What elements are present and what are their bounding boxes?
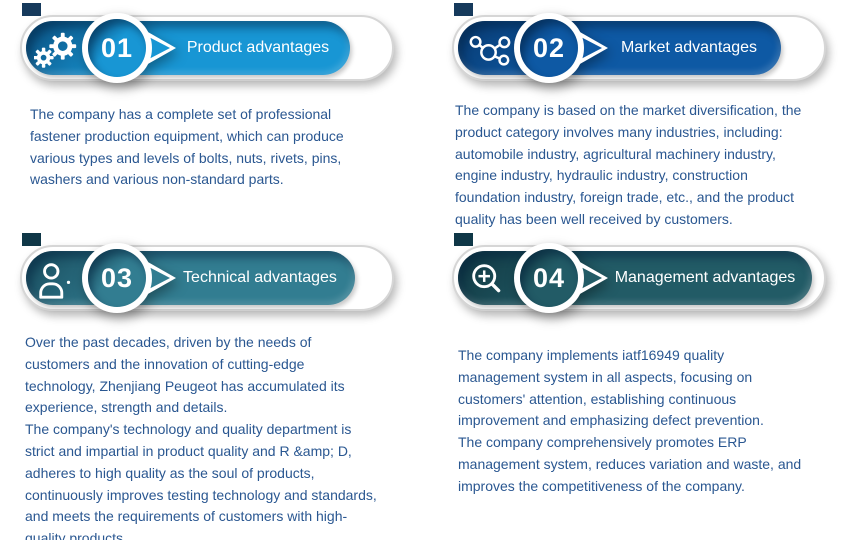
text-line: various types and levels of bolts, nuts,… — [30, 149, 342, 166]
badge-number: 01 — [100, 32, 134, 63]
badge-circle: 03 — [88, 249, 146, 307]
advantage-card-product: 01 Product advantages The company has a … — [0, 0, 432, 230]
header-pill: 01 Product advantages — [20, 13, 394, 83]
text-line: automobile industry, agricultural machin… — [455, 145, 776, 162]
magnifier-plus-icon — [472, 264, 501, 293]
text-line: customers and the innovation of cutting-… — [25, 355, 305, 372]
corner-decoration — [454, 233, 473, 246]
text-line: strict and impartial in product quality … — [25, 442, 352, 459]
badge-number: 02 — [532, 32, 566, 63]
text-line: experience, strength and details. — [25, 399, 228, 416]
badge-number: 04 — [532, 262, 566, 293]
text-line: The company implements iatf16949 quality — [458, 347, 725, 363]
text-line: The company's technology and quality dep… — [25, 421, 352, 438]
text-line: continuously improves testing technology… — [25, 486, 377, 503]
text-line: customers' attention, establishing conti… — [458, 390, 737, 407]
advantage-card-management: 04 Management advantages The company imp… — [432, 230, 864, 540]
text-line: management system in all aspects, focusi… — [458, 368, 753, 385]
header-title: Management advantages — [614, 269, 796, 286]
text-line: quality has been well received by custom… — [455, 210, 733, 227]
corner-decoration — [22, 233, 41, 246]
text-line: improvement and emphasizing defect preve… — [458, 412, 764, 429]
corner-decoration — [454, 3, 473, 16]
badge-circle: 01 — [88, 19, 146, 77]
header-pill-fill — [26, 251, 355, 305]
text-line: The company is based on the market diver… — [455, 102, 802, 118]
text-line: Over the past decades, driven by the nee… — [25, 334, 312, 350]
person-icon — [39, 263, 71, 299]
text-line: and meets the requirements of customers … — [25, 508, 348, 525]
text-line: fastener production equipment, which can… — [30, 127, 344, 144]
text-line: technology, Zhenjiang Peugeot has accumu… — [25, 377, 345, 394]
card-body-text: Over the past decades, driven by the nee… — [25, 332, 377, 540]
text-line: foundation industry, foreign trade, etc.… — [455, 189, 795, 206]
advantage-card-market: 02 Market advantages The company is base… — [432, 0, 864, 230]
badge-circle: 02 — [520, 19, 578, 77]
text-line: improves the competitiveness of the comp… — [458, 477, 745, 494]
advantage-card-technical: 03 Technical advantages Over the past de… — [0, 230, 432, 540]
badge-circle: 04 — [520, 249, 578, 307]
header-pill-fill — [458, 21, 781, 75]
text-line: management system, reduces variation and… — [458, 455, 802, 472]
text-line: washers and various non-standard parts. — [30, 171, 284, 188]
header-pill: 04 Management advantages — [452, 243, 826, 313]
number-badge: 03 — [82, 243, 242, 319]
gears-icon — [34, 32, 77, 68]
text-line: product category involves many industrie… — [455, 123, 783, 140]
text-line: quality products. — [25, 530, 127, 540]
number-badge: 01 — [82, 13, 242, 89]
network-icon — [469, 35, 511, 66]
text-line: The company has a complete set of profes… — [30, 106, 332, 122]
text-line: adheres to high quality as the soul of p… — [25, 464, 315, 481]
card-body-text: The company implements iatf16949 quality… — [458, 345, 801, 498]
card-body-text: The company is based on the market diver… — [455, 100, 801, 231]
number-badge: 02 — [514, 13, 674, 89]
header-pill: 03 Technical advantages — [20, 243, 394, 313]
header-pill-fill — [26, 21, 350, 75]
corner-decoration — [22, 3, 41, 16]
header-title: Technical advantages — [183, 269, 337, 286]
badge-number: 03 — [100, 262, 134, 293]
number-badge: 04 — [514, 243, 674, 319]
header-title: Market advantages — [620, 39, 758, 56]
header-pill: 02 Market advantages — [452, 13, 826, 83]
header-title: Product advantages — [186, 39, 330, 56]
text-line: engine industry, hydraulic industry, con… — [455, 167, 748, 184]
text-line: The company comprehensively promotes ERP — [458, 434, 747, 451]
card-body-text: The company has a complete set of profes… — [30, 104, 344, 191]
